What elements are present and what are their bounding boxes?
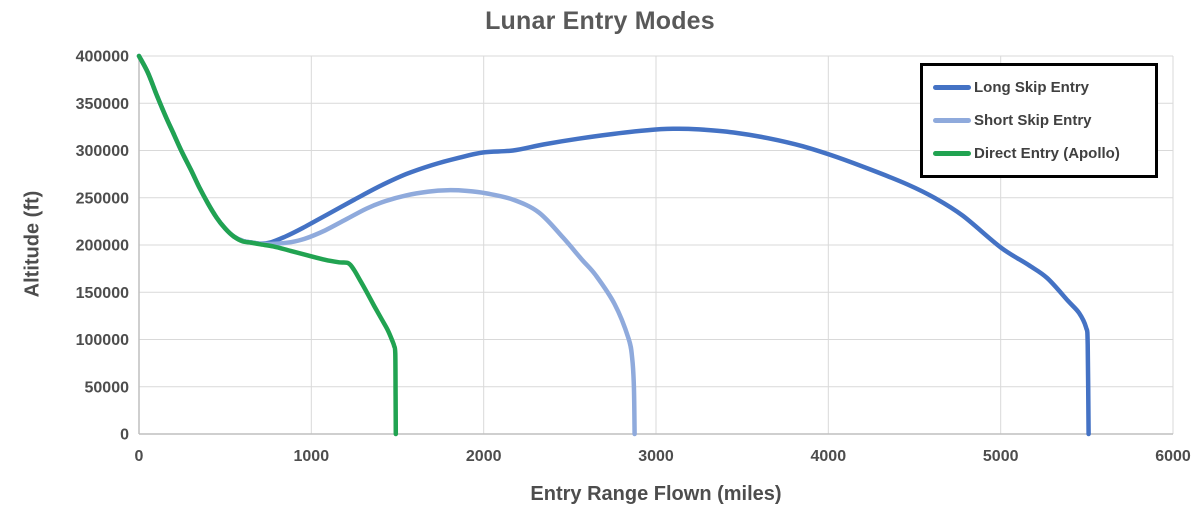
x-tick-label: 4000 [811, 448, 847, 465]
legend-item-long-skip-entry: Long Skip Entry [933, 71, 1149, 104]
y-tick-label: 100000 [76, 332, 129, 349]
x-tick-label: 0 [135, 448, 144, 465]
y-tick-label: 50000 [85, 379, 130, 396]
y-tick-label: 350000 [76, 96, 129, 113]
series-line-direct-entry-apollo [136, 53, 399, 437]
y-tick-label: 300000 [76, 143, 129, 160]
x-axis-title: Entry Range Flown (miles) [530, 483, 782, 505]
x-tick-label: 1000 [294, 448, 330, 465]
x-tick-label: 3000 [638, 448, 674, 465]
legend-label-short-skip-entry: Short Skip Entry [974, 112, 1092, 129]
y-tick-label: 0 [120, 427, 129, 444]
legend-label-direct-entry-apollo: Direct Entry (Apollo) [974, 145, 1120, 162]
legend-label-long-skip-entry: Long Skip Entry [974, 79, 1090, 96]
legend-item-short-skip-entry: Short Skip Entry [933, 104, 1149, 137]
y-tick-label: 250000 [76, 190, 129, 207]
legend: Long Skip Entry Short Skip Entry Direct … [920, 63, 1158, 178]
chart-title: Lunar Entry Modes [485, 7, 715, 35]
x-tick-label: 6000 [1155, 448, 1191, 465]
x-tick-label: 2000 [466, 448, 502, 465]
y-tick-label: 200000 [76, 238, 129, 255]
y-axis-title: Altitude (ft) [21, 190, 44, 298]
y-tick-label: 150000 [76, 285, 129, 302]
y-tick-label: 400000 [76, 49, 129, 66]
legend-swatch-long-skip-entry [933, 85, 971, 90]
x-tick-label: 5000 [983, 448, 1019, 465]
legend-item-direct-entry-apollo: Direct Entry (Apollo) [933, 137, 1149, 170]
legend-swatch-direct-entry-apollo [933, 151, 971, 156]
legend-swatch-short-skip-entry [933, 118, 971, 123]
